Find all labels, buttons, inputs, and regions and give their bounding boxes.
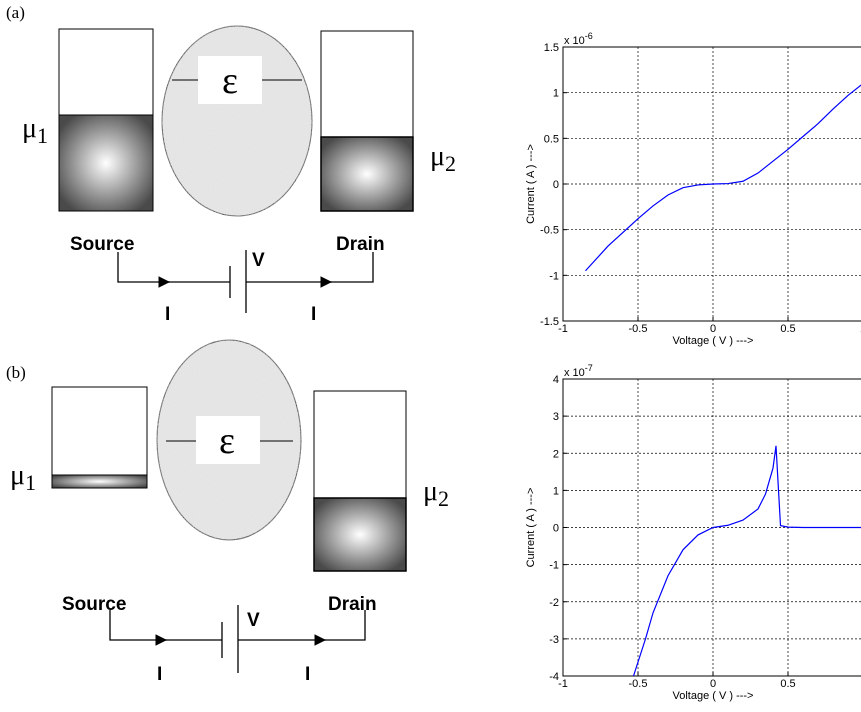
charts: -1.5-1-0.500.511.5-1-0.500.51Voltage ( V… — [525, 31, 861, 702]
multiplier-base: x 10 — [564, 35, 585, 47]
y-tick-label: 4 — [553, 374, 559, 386]
drain-fill — [320, 136, 414, 212]
current-label: I — [165, 304, 170, 325]
data-line — [585, 84, 861, 272]
panel-a: (a) ε μ1 μ2 Source Drain V I I — [6, 3, 456, 325]
x-tick-label: 0 — [710, 678, 716, 690]
panel-label: (a) — [6, 3, 25, 22]
mu-right: μ2 — [430, 141, 456, 176]
level-symbol: ε — [222, 60, 238, 102]
plot-frame — [562, 378, 861, 677]
current-label: I — [157, 664, 162, 685]
multiplier-exponent: -7 — [585, 363, 593, 373]
y-tick-label: -1 — [549, 270, 559, 282]
current-label: I — [305, 664, 310, 685]
y-tick-label: 3 — [553, 411, 559, 423]
x-axis-label: Voltage ( V ) ---> — [672, 690, 753, 702]
wire — [324, 610, 366, 641]
y-multiplier: x 10-6 — [564, 31, 593, 47]
wire — [330, 252, 374, 283]
y-tick-label: -4 — [549, 671, 559, 683]
drain-label: Drain — [328, 594, 377, 615]
source-label: Source — [70, 234, 134, 255]
dot — [161, 25, 313, 217]
battery-wire — [168, 250, 332, 313]
battery-wire — [165, 605, 326, 673]
panel-label: (b) — [6, 363, 26, 382]
y-tick-label: 0.5 — [544, 133, 559, 145]
y-tick-label: -1.5 — [540, 316, 559, 328]
voltage-label: V — [247, 610, 260, 631]
x-axis-label: Voltage ( V ) ---> — [672, 335, 753, 347]
y-tick-label: -3 — [549, 634, 559, 646]
y-axis-label: Current ( A ) ---> — [525, 488, 537, 568]
x-tick-label: -1 — [558, 678, 568, 690]
wire — [109, 610, 167, 646]
y-tick-label: 1 — [553, 485, 559, 497]
level-box — [198, 56, 262, 104]
y-tick-label: 1.5 — [544, 42, 559, 54]
source-label: Source — [62, 594, 126, 615]
y-tick-label: 1 — [553, 88, 559, 100]
mu-left: μ1 — [10, 460, 36, 495]
y-multiplier: x 10-7 — [564, 363, 593, 379]
wire — [117, 252, 170, 288]
x-tick-label: 0.5 — [780, 678, 795, 690]
multiplier-exponent: -6 — [585, 31, 593, 41]
x-tick-label: -0.5 — [629, 323, 648, 335]
x-tick-label: -1 — [558, 323, 568, 335]
y-tick-label: -2 — [549, 597, 559, 609]
drain-label: Drain — [336, 234, 385, 255]
y-tick-label: -1 — [549, 560, 559, 572]
x-tick-label: -0.5 — [629, 678, 648, 690]
data-line — [632, 445, 861, 677]
y-tick-label: 2 — [553, 448, 559, 460]
y-tick-label: 0 — [553, 523, 559, 535]
y-tick-label: -0.5 — [540, 225, 559, 237]
voltage-label: V — [252, 250, 265, 271]
panel-b: (b) ε μ1 μ2 Source Drain V I I — [6, 339, 449, 685]
current-label: I — [311, 304, 316, 325]
drain-fill — [313, 497, 407, 572]
multiplier-base: x 10 — [564, 367, 585, 379]
x-tick-label: 0 — [710, 323, 716, 335]
y-axis-label: Current ( A ) ---> — [525, 144, 537, 224]
plot-frame — [562, 46, 861, 322]
x-tick-label: 0.5 — [780, 323, 795, 335]
mu-left: μ1 — [22, 113, 48, 148]
level-symbol: ε — [219, 420, 235, 462]
source-box — [51, 386, 148, 489]
source-fill — [58, 114, 154, 212]
x-tick-label: 1 — [860, 323, 861, 335]
source-fill — [51, 474, 148, 489]
mu-right: μ2 — [423, 476, 449, 511]
y-tick-label: 0 — [553, 179, 559, 191]
level-box — [196, 416, 260, 464]
